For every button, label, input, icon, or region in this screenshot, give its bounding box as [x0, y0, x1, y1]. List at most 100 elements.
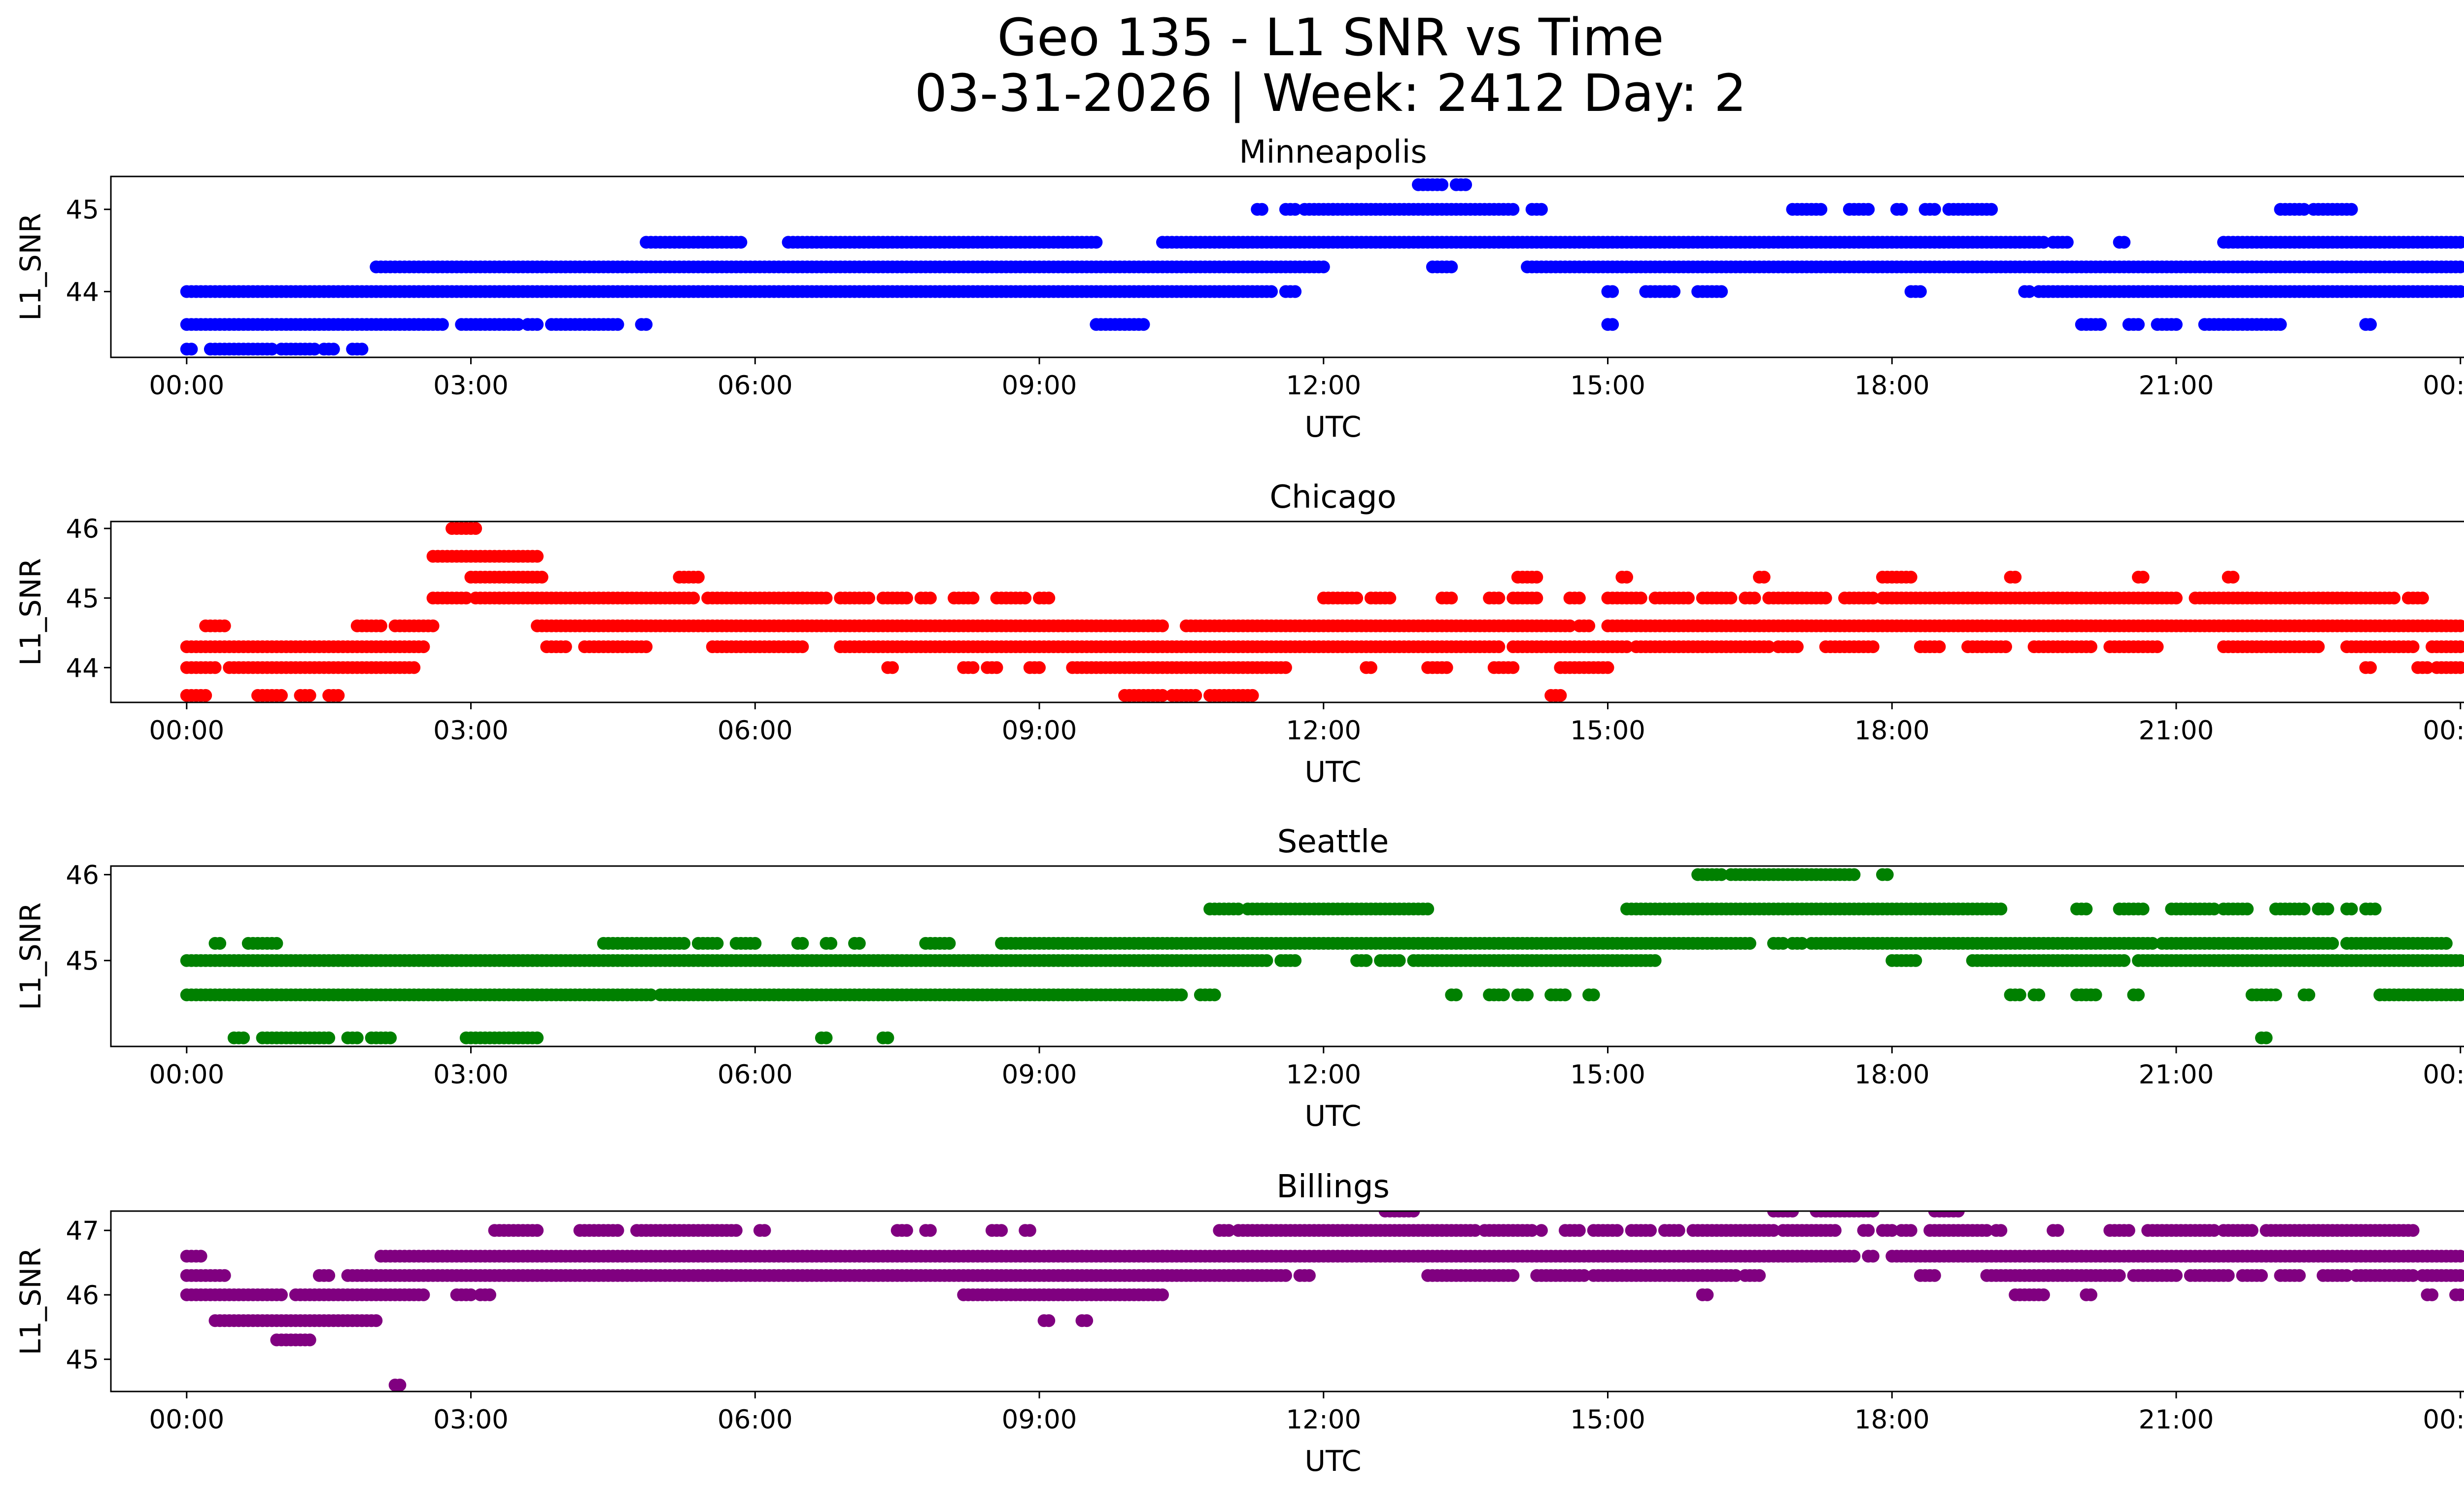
billings-snr-point — [1866, 1250, 1880, 1263]
billings-snr-point — [370, 1314, 383, 1327]
seattle-snr-point — [1421, 903, 1435, 916]
chicago-snr-point — [2454, 619, 2464, 632]
chicago-snr-point — [1492, 591, 1506, 605]
chicago-x-tick-label: 06:00 — [718, 716, 793, 746]
minneapolis-snr-point — [1814, 203, 1828, 216]
billings-snr-point — [483, 1288, 496, 1301]
minneapolis-snr-point — [1255, 203, 1268, 216]
chicago-snr-point — [1530, 570, 1543, 584]
chicago-snr-point — [531, 550, 544, 563]
seattle-snr-point — [1449, 988, 1463, 1002]
chicago-snr-point — [2312, 640, 2325, 654]
chicago-snr-point — [820, 591, 833, 605]
seattle-snr-point — [1289, 954, 1302, 967]
seattle-snr-point — [678, 937, 691, 950]
chicago-x-tick-label: 21:00 — [2139, 716, 2214, 746]
billings-snr-point — [1156, 1288, 1169, 1301]
seattle-snr-point — [824, 937, 838, 950]
seattle-snr-point — [1715, 868, 1728, 881]
chicago-snr-point — [990, 661, 1003, 674]
chicago-snr-point — [1573, 591, 1586, 605]
minneapolis-snr-point — [1436, 178, 1449, 191]
billings-snr-point — [194, 1250, 207, 1263]
minneapolis-snr-point — [2132, 318, 2145, 331]
minneapolis-snr-point — [1459, 178, 1472, 191]
seattle-snr-point — [1393, 954, 1406, 967]
seattle-snr-point — [322, 1031, 336, 1044]
chicago-snr-point — [1866, 640, 1880, 654]
minneapolis-snr-point — [734, 236, 748, 249]
minneapolis-snr-point — [1895, 203, 1908, 216]
minneapolis-snr-point — [327, 343, 340, 356]
chicago-snr-point — [426, 619, 440, 632]
minneapolis-y-tick-label: 44 — [66, 278, 99, 308]
chicago-snr-point — [1019, 591, 1032, 605]
billings-snr-point — [1928, 1269, 1941, 1282]
chicago-plot-frame — [110, 521, 2464, 703]
minneapolis-snr-point — [1137, 318, 1150, 331]
chicago-snr-point — [1762, 640, 1776, 654]
seattle-snr-point — [2259, 1031, 2273, 1044]
billings-snr-point — [2454, 1269, 2464, 1282]
chicago-snr-point — [1601, 661, 1614, 674]
minneapolis-snr-point — [1715, 285, 1728, 298]
chicago-markers — [180, 522, 2464, 702]
chicago-snr-point — [1042, 591, 1056, 605]
minneapolis-snr-point — [531, 318, 544, 331]
minneapolis-snr-point — [1606, 318, 1619, 331]
seattle-snr-point — [749, 937, 762, 950]
seattle-snr-point — [1232, 903, 1245, 916]
seattle-snr-point — [2321, 903, 2334, 916]
billings-snr-point — [1302, 1269, 1316, 1282]
minneapolis-plot-frame — [110, 175, 2464, 358]
chicago-snr-point — [275, 689, 288, 702]
seattle-x-tick-label: 15:00 — [1570, 1060, 1645, 1090]
chicago-snr-point — [2454, 661, 2464, 674]
seattle-snr-point — [1648, 954, 1662, 967]
minneapolis-x-tick-label: 03:00 — [433, 371, 509, 401]
seattle-snr-point — [2345, 903, 2358, 916]
chicago-snr-point — [687, 591, 700, 605]
chicago-snr-point — [796, 640, 809, 654]
seattle-snr-point — [2297, 903, 2311, 916]
billings-snr-point — [2222, 1269, 2235, 1282]
seattle-snr-point — [2368, 903, 2382, 916]
chicago-snr-point — [1246, 689, 1259, 702]
chicago-x-tick-label: 12:00 — [1286, 716, 1361, 746]
chicago-snr-point — [2151, 640, 2164, 654]
minneapolis-snr-point — [265, 343, 278, 356]
minneapolis-snr-point — [1535, 203, 1548, 216]
chicago-snr-point — [2226, 570, 2240, 584]
minneapolis-snr-point — [1506, 203, 1520, 216]
minneapolis-snr-point — [1289, 285, 1302, 298]
seattle-snr-point — [2118, 954, 2131, 967]
chicago-snr-point — [303, 689, 316, 702]
chicago-snr-point — [1156, 689, 1169, 702]
chicago-snr-point — [199, 689, 212, 702]
chicago-snr-point — [218, 619, 231, 632]
chicago-snr-point — [1819, 591, 1832, 605]
chicago-x-tick-label: 18:00 — [1854, 716, 1930, 746]
minneapolis-x-tick-label: 00:00 — [2423, 371, 2464, 401]
minneapolis-snr-point — [1445, 260, 1458, 274]
chicago-snr-point — [1440, 661, 1453, 674]
seattle-snr-point — [853, 937, 866, 950]
minneapolis-snr-point — [512, 318, 525, 331]
seattle-snr-point — [1881, 868, 1894, 881]
chicago-snr-point — [208, 661, 222, 674]
chicago-x-tick-label: 15:00 — [1570, 716, 1645, 746]
chicago-snr-point — [2388, 591, 2401, 605]
minneapolis-x-tick-label: 21:00 — [2139, 371, 2214, 401]
seattle-snr-point — [2136, 903, 2150, 916]
minneapolis-x-tick-label: 00:00 — [149, 371, 224, 401]
minneapolis-snr-point — [2023, 285, 2036, 298]
seattle-snr-point — [1909, 954, 1922, 967]
seattle-snr-point — [820, 1031, 833, 1044]
seattle-snr-point — [2146, 937, 2159, 950]
seattle-snr-point — [1559, 988, 1572, 1002]
seattle-snr-point — [1848, 868, 1861, 881]
chicago-snr-point — [691, 570, 705, 584]
minneapolis-snr-point — [2454, 285, 2464, 298]
